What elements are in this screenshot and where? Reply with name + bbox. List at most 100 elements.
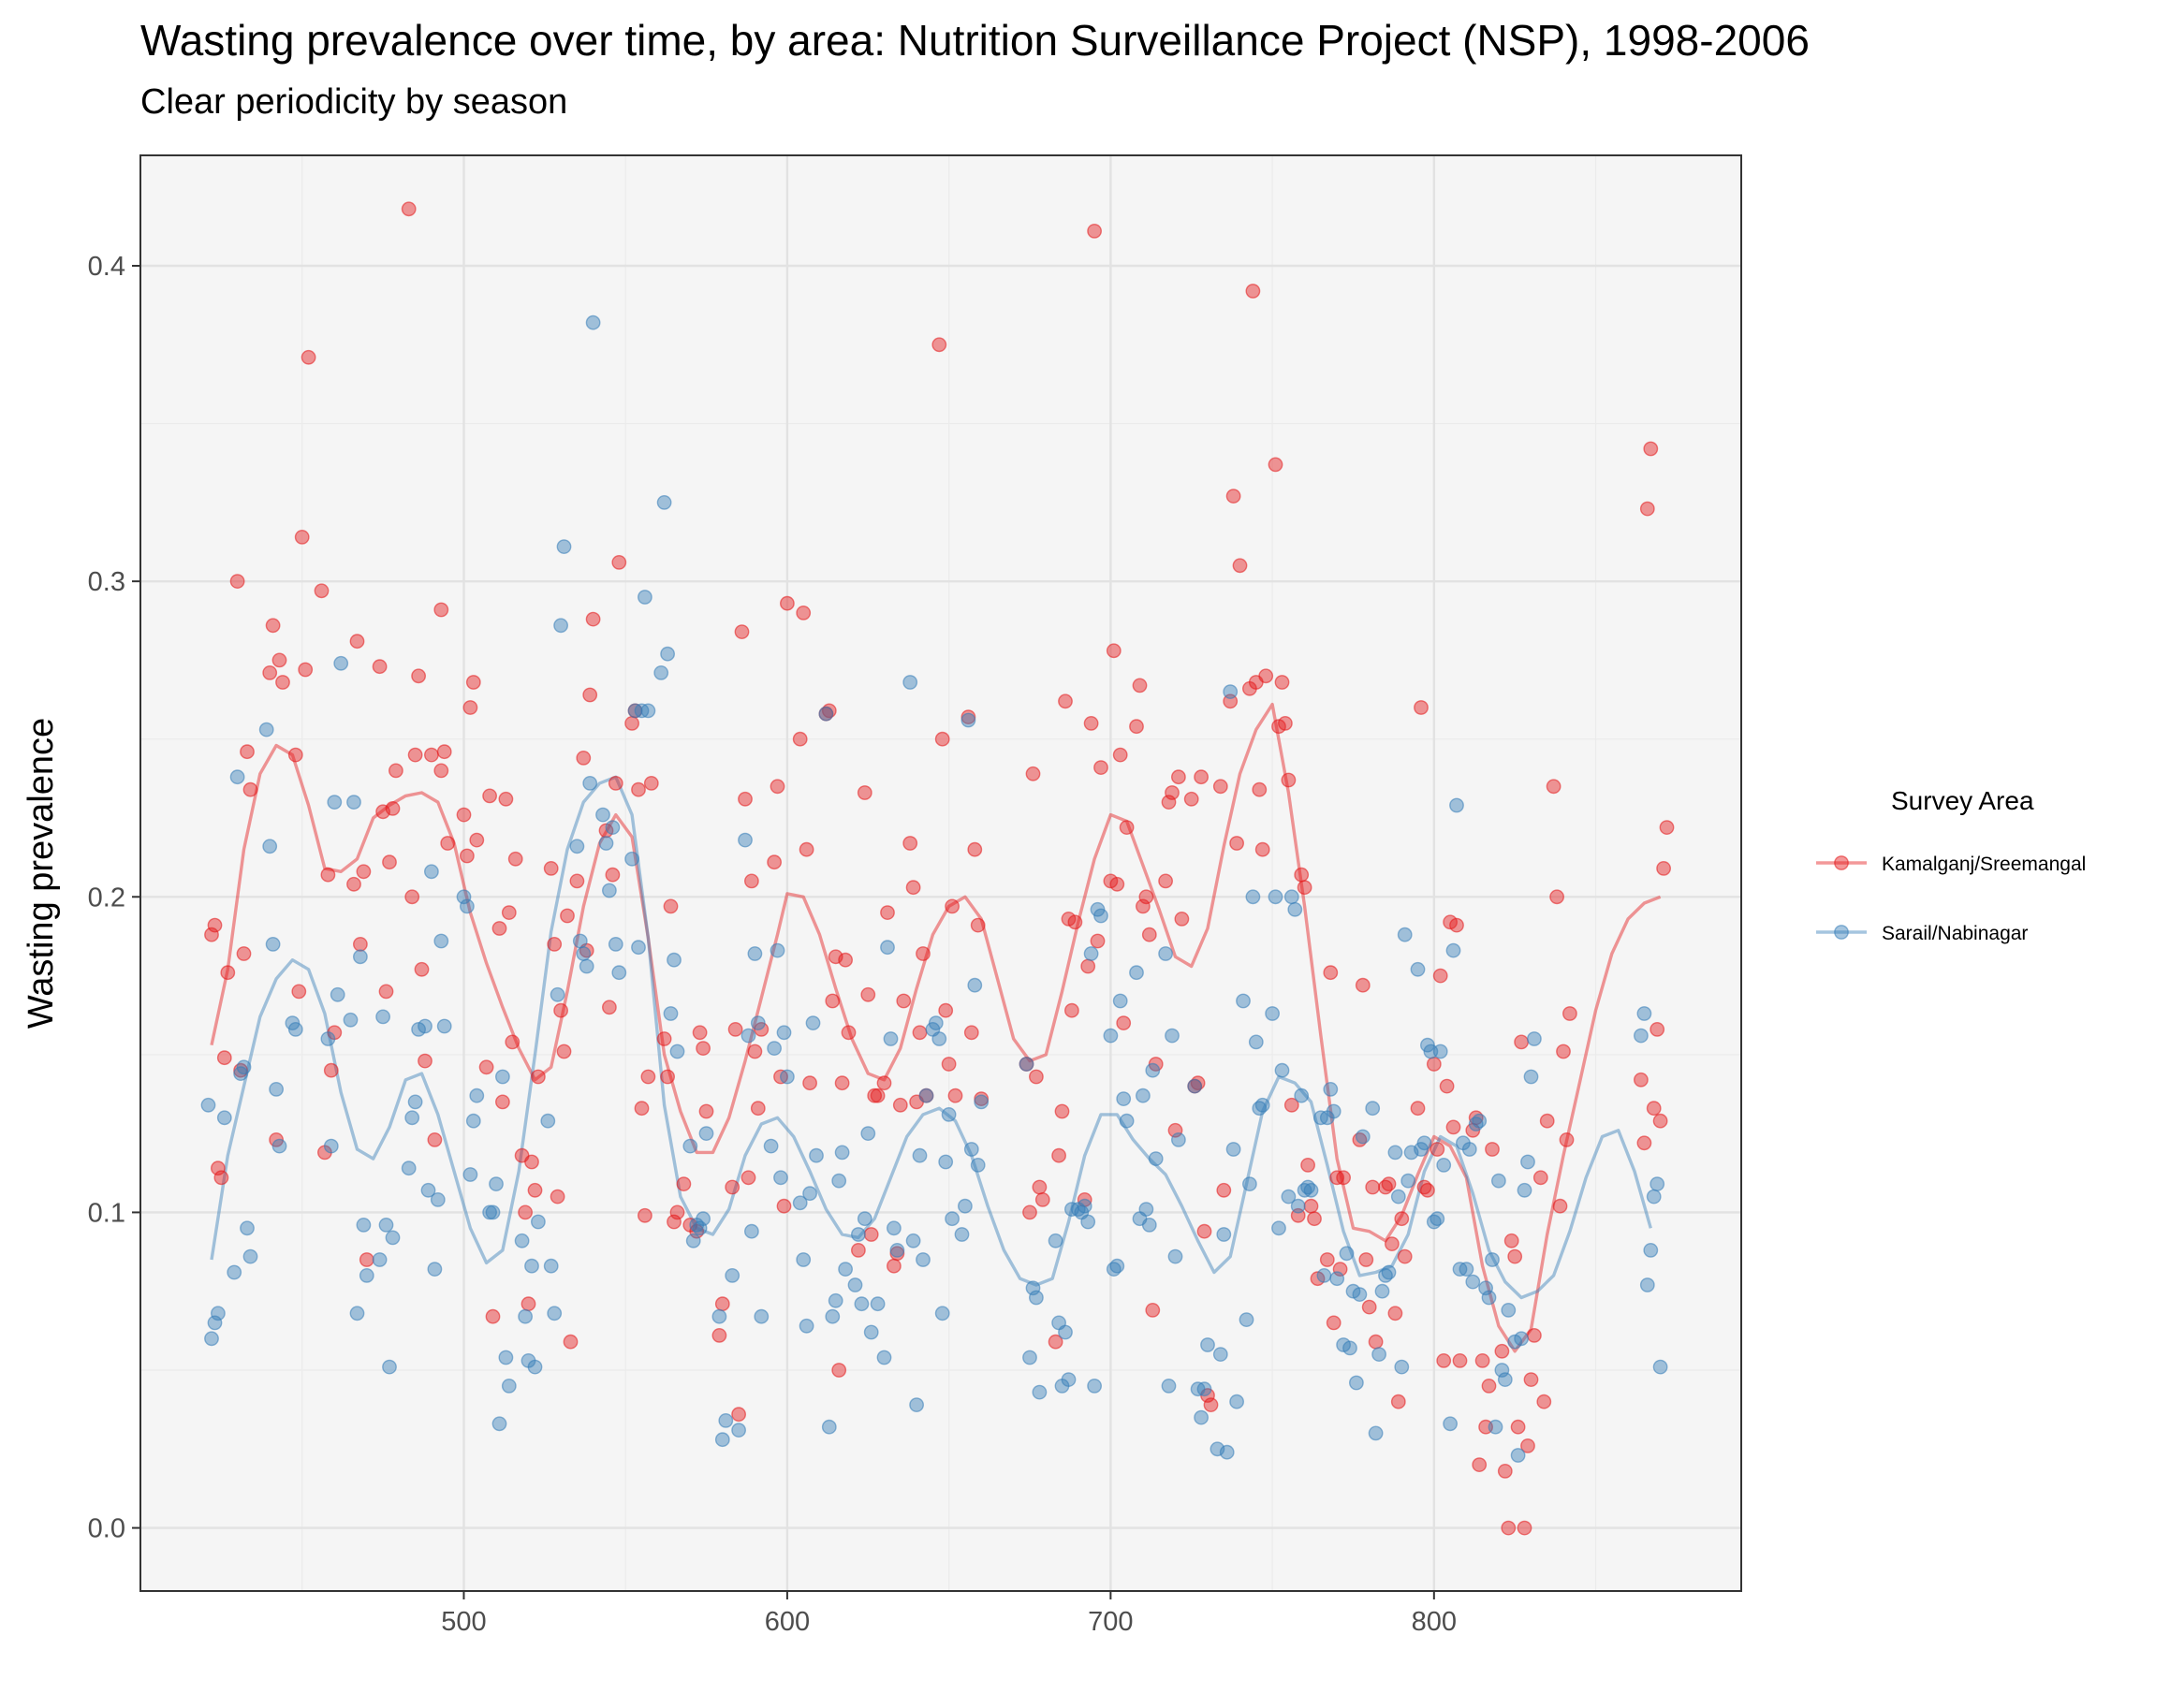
- data-point: [436, 1018, 452, 1034]
- data-point: [527, 1359, 543, 1375]
- data-point: [1103, 1028, 1119, 1044]
- data-point: [1022, 1204, 1037, 1220]
- data-point: [1219, 1444, 1235, 1460]
- data-point: [495, 1069, 510, 1085]
- data-point: [213, 1170, 229, 1186]
- data-point: [314, 583, 330, 599]
- data-point: [1229, 836, 1245, 851]
- data-point: [667, 952, 682, 968]
- data-point: [553, 618, 568, 634]
- data-point: [1116, 1015, 1132, 1031]
- data-point: [1390, 1394, 1406, 1409]
- data-point: [841, 1025, 857, 1041]
- data-point: [478, 1059, 494, 1075]
- data-point: [491, 921, 507, 936]
- x-axis: 500 600 700 800: [441, 1591, 1457, 1637]
- data-point: [809, 1147, 824, 1163]
- data-point: [1501, 1520, 1517, 1536]
- data-point: [1278, 716, 1293, 731]
- data-point: [414, 961, 430, 977]
- data-point: [540, 1113, 556, 1129]
- data-point: [1225, 1142, 1241, 1157]
- data-point: [1416, 1135, 1432, 1151]
- data-point: [1283, 889, 1299, 905]
- y-tick-label: 0.1: [88, 1198, 125, 1228]
- data-point: [298, 662, 314, 678]
- data-point: [1216, 1182, 1232, 1198]
- data-point: [744, 873, 759, 889]
- data-point: [1232, 558, 1248, 574]
- data-point: [656, 495, 672, 510]
- data-point: [660, 646, 675, 662]
- data-point: [1048, 1233, 1063, 1248]
- data-point: [582, 687, 598, 703]
- data-point: [1032, 1384, 1048, 1400]
- data-point: [1268, 457, 1283, 473]
- data-point: [1294, 1088, 1310, 1103]
- legend-key: [1816, 855, 1867, 870]
- data-point: [1136, 1088, 1151, 1103]
- data-point: [838, 1262, 853, 1277]
- data-point: [1087, 223, 1103, 239]
- data-point: [346, 876, 361, 892]
- data-point: [262, 665, 278, 680]
- data-point: [352, 937, 368, 952]
- data-point: [692, 1025, 708, 1041]
- data-point: [1145, 1303, 1161, 1318]
- data-point: [1129, 719, 1144, 735]
- data-point: [1080, 958, 1096, 974]
- data-point: [265, 618, 281, 634]
- grid-major: [140, 155, 1741, 1591]
- trend-line: [210, 775, 1652, 1300]
- data-point: [1326, 1103, 1342, 1119]
- data-point: [1183, 791, 1199, 807]
- data-point: [242, 781, 258, 797]
- data-point: [1265, 1006, 1281, 1021]
- data-point: [1336, 1170, 1352, 1186]
- data-point: [349, 1306, 365, 1321]
- data-point: [491, 1416, 507, 1432]
- data-point: [740, 1170, 756, 1186]
- data-point: [1329, 1271, 1345, 1287]
- data-point: [831, 1363, 847, 1378]
- data-point: [918, 1088, 934, 1103]
- data-point: [1365, 1101, 1381, 1117]
- data-point: [954, 1227, 970, 1242]
- data-point: [847, 1277, 863, 1292]
- data-point: [550, 1189, 565, 1204]
- data-point: [1158, 873, 1174, 889]
- data-point: [928, 1015, 944, 1031]
- data-point: [482, 788, 497, 804]
- data-point: [851, 1243, 866, 1258]
- data-point: [611, 965, 627, 981]
- data-point: [1174, 912, 1190, 927]
- data-point: [236, 946, 252, 961]
- legend-label: Kamalganj/Sreemangal: [1882, 854, 2086, 875]
- data-point: [1212, 779, 1228, 795]
- data-point: [1194, 1409, 1210, 1425]
- data-point: [916, 946, 931, 961]
- data-point: [1245, 284, 1261, 299]
- data-point: [1283, 1097, 1299, 1113]
- data-point: [1387, 1306, 1403, 1321]
- data-point: [572, 933, 588, 949]
- data-point: [738, 832, 753, 848]
- data-point: [1323, 965, 1339, 981]
- data-point: [696, 1041, 711, 1057]
- data-point: [902, 836, 918, 851]
- data-point: [747, 946, 763, 961]
- data-point: [1465, 1274, 1481, 1290]
- data-point: [1109, 876, 1125, 892]
- data-point: [799, 841, 814, 857]
- data-point: [938, 1002, 954, 1018]
- data-point: [1452, 1353, 1468, 1368]
- data-point: [1358, 1252, 1374, 1267]
- data-point: [1439, 1078, 1455, 1094]
- data-point: [430, 1192, 446, 1207]
- data-point: [634, 1101, 650, 1117]
- data-point: [1106, 643, 1122, 659]
- data-point: [698, 1103, 714, 1119]
- data-point: [1649, 1022, 1665, 1037]
- data-point: [560, 908, 575, 924]
